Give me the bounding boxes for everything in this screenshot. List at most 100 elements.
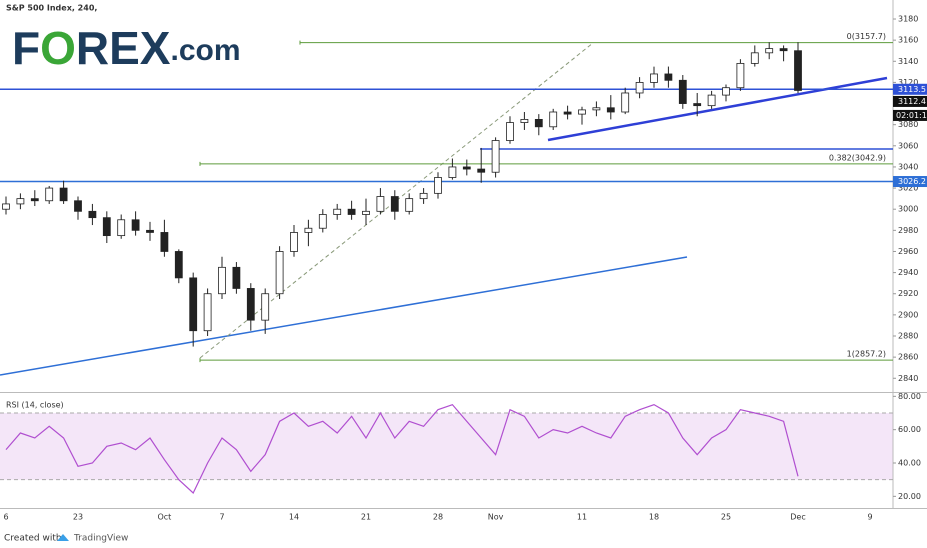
trend-line bbox=[0, 256, 688, 376]
candle-body bbox=[722, 87, 730, 96]
x-tick-label: 25 bbox=[721, 513, 731, 522]
y-tick-label: 60.00 bbox=[898, 425, 921, 434]
x-tick-label: 18 bbox=[649, 513, 659, 522]
x-tick-label: Oct bbox=[157, 513, 171, 522]
y-tick-label: 2940 bbox=[898, 268, 918, 277]
candle-body bbox=[678, 79, 687, 104]
candle-body bbox=[506, 122, 514, 141]
last-price-tag bbox=[893, 95, 927, 107]
y-tick-label: 3020 bbox=[898, 184, 918, 193]
logo: FOREX.com bbox=[12, 22, 241, 74]
candle-body bbox=[592, 107, 601, 111]
price-tag bbox=[893, 83, 927, 95]
y-tick-label: 3160 bbox=[898, 36, 918, 45]
candle-body bbox=[405, 198, 414, 212]
last-price-label: 3112.4 bbox=[898, 97, 926, 106]
candle-body bbox=[117, 219, 126, 237]
x-tick-label: 7 bbox=[219, 513, 224, 522]
candle-body bbox=[74, 200, 82, 212]
candle-body bbox=[693, 103, 702, 107]
candle-body bbox=[549, 111, 558, 128]
x-tick-label: 9 bbox=[867, 513, 872, 522]
candle-body bbox=[218, 266, 226, 295]
candle-body bbox=[390, 196, 399, 212]
candle-body bbox=[621, 92, 630, 113]
countdown-label: 02:01:19 bbox=[896, 111, 927, 120]
rsi-title: RSI (14, close) bbox=[6, 401, 64, 410]
y-tick-label: 3080 bbox=[898, 120, 918, 129]
logo-part: F bbox=[12, 22, 40, 74]
candle-body bbox=[45, 187, 54, 202]
rsi-band-fill bbox=[0, 413, 893, 480]
candle-body bbox=[88, 210, 97, 219]
fib-label: 0.382(3042.9) bbox=[829, 153, 886, 162]
x-tick-label: 21 bbox=[361, 513, 371, 522]
trend-line bbox=[547, 76, 888, 142]
x-tick-label: 28 bbox=[433, 513, 443, 522]
tradingview-icon bbox=[57, 534, 69, 541]
candle-body bbox=[362, 210, 370, 215]
candle-body bbox=[650, 73, 658, 83]
y-tick-label: 2960 bbox=[898, 247, 918, 256]
y-tick-label: 2840 bbox=[898, 374, 918, 383]
candle-body bbox=[59, 187, 68, 202]
candle-body bbox=[765, 48, 774, 54]
price-tag-label: 3026.2 bbox=[898, 177, 926, 186]
footer-text: Created with bbox=[4, 534, 62, 544]
symbol-header: S&P 500 Index, 240, bbox=[6, 4, 97, 13]
x-tick-label: 6 bbox=[3, 513, 8, 522]
logo-part: REX bbox=[76, 22, 171, 74]
price-tag bbox=[893, 176, 927, 188]
candle-body bbox=[419, 192, 428, 200]
candle-body bbox=[146, 229, 154, 233]
candle-body bbox=[477, 168, 486, 173]
candle-body bbox=[750, 52, 759, 64]
x-tick-label: 14 bbox=[289, 513, 299, 522]
candle-body bbox=[333, 208, 342, 215]
candle-body bbox=[160, 232, 169, 252]
y-tick-label: 3040 bbox=[898, 162, 918, 171]
candle-body bbox=[563, 111, 572, 115]
y-tick-label: 80.00 bbox=[898, 392, 921, 401]
footer-brand: TradingView bbox=[73, 534, 128, 544]
y-tick-label: 3000 bbox=[898, 205, 918, 214]
candle-body bbox=[16, 198, 25, 205]
candle-body bbox=[131, 219, 140, 231]
candle-body bbox=[304, 227, 313, 233]
candle-body bbox=[318, 214, 327, 229]
y-tick-label: 3180 bbox=[898, 15, 918, 24]
y-tick-label: 3140 bbox=[898, 57, 918, 66]
candle-body bbox=[275, 251, 284, 295]
logo-part: .com bbox=[170, 34, 240, 67]
candle-body bbox=[606, 107, 615, 113]
candle-body bbox=[347, 208, 356, 215]
candle-body bbox=[30, 198, 39, 202]
candle-body bbox=[707, 94, 716, 107]
candle-body bbox=[434, 177, 442, 194]
fib-label: 0(3157.7) bbox=[847, 32, 886, 41]
x-tick-label: Nov bbox=[488, 513, 504, 522]
candle-body bbox=[462, 166, 471, 170]
candle-body bbox=[102, 217, 111, 237]
candle-body bbox=[2, 203, 10, 210]
y-tick-label: 2920 bbox=[898, 289, 918, 298]
y-tick-label: 2860 bbox=[898, 353, 918, 362]
candle-body bbox=[189, 277, 198, 332]
candle-body bbox=[664, 73, 673, 81]
x-tick-label: 23 bbox=[73, 513, 83, 522]
candle-body bbox=[491, 140, 500, 173]
y-tick-label: 3120 bbox=[898, 78, 918, 87]
y-tick-label: 2880 bbox=[898, 332, 918, 341]
candle-body bbox=[290, 232, 298, 252]
price-tag-label: 3113.5 bbox=[898, 85, 926, 94]
logo-part: O bbox=[40, 22, 76, 74]
y-tick-label: 20.00 bbox=[898, 492, 921, 501]
y-tick-label: 2900 bbox=[898, 310, 918, 319]
y-tick-label: 2980 bbox=[898, 226, 918, 235]
candle-body bbox=[174, 251, 183, 279]
candle-body bbox=[232, 266, 241, 289]
candle-body bbox=[794, 50, 802, 91]
candle-body bbox=[246, 288, 255, 321]
candle-body bbox=[520, 118, 529, 123]
